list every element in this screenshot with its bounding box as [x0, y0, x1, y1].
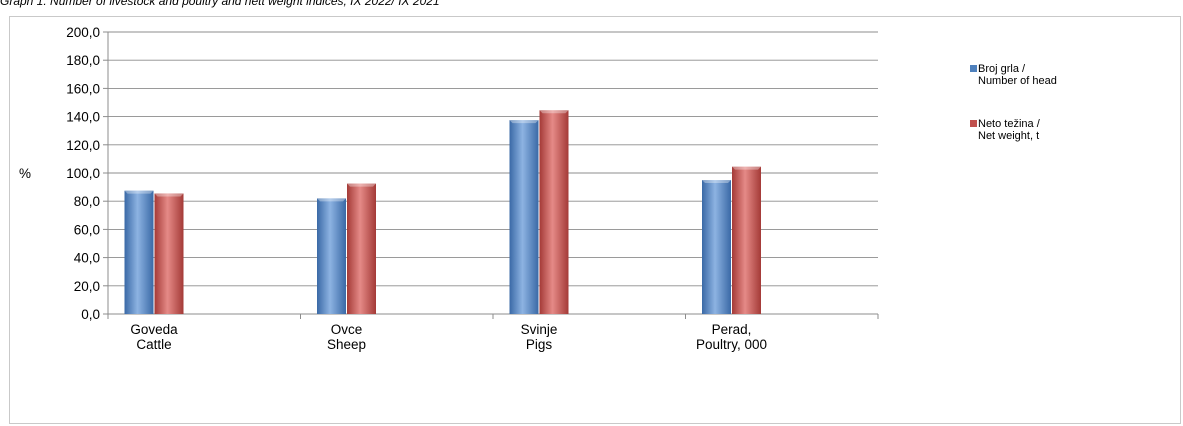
bar-bevel — [702, 180, 731, 184]
axes — [103, 31, 879, 319]
x-category-label: Ovce Sheep — [327, 322, 366, 352]
bar — [124, 190, 154, 314]
bar-bevel — [317, 198, 346, 202]
bar-body — [154, 193, 184, 314]
y-tick-label: 160,0 — [66, 81, 100, 96]
axis-labels: 0,0 20,0 40,0 60,0 80,0 100,0 120,0 140,0 160,0 1… — [19, 25, 767, 352]
bar-bevel — [732, 166, 761, 170]
x-category-label: Goveda Cattle — [130, 322, 178, 352]
y-tick-label: 100,0 — [66, 166, 100, 181]
bar — [732, 166, 761, 314]
legend-swatch — [970, 65, 977, 72]
y-tick-label: 40,0 — [74, 251, 100, 266]
legend-swatch — [970, 120, 977, 127]
bar-body — [509, 120, 539, 314]
legend-item: Neto težina / Net weight, t — [970, 118, 1041, 142]
bar — [347, 183, 376, 314]
y-axis-label: % — [19, 166, 31, 181]
y-tick-label: 120,0 — [66, 138, 100, 153]
legend-item: Broj grla / Number of head — [970, 63, 1057, 87]
bar-bevel — [347, 183, 376, 187]
chart-caption: Graph 1. Number of livestock and poultry… — [0, 0, 440, 8]
bar-bevel — [539, 110, 569, 114]
bar-bevel — [509, 120, 539, 124]
y-tick-label: 20,0 — [74, 279, 100, 294]
bar-body — [347, 183, 376, 314]
y-tick-label: 140,0 — [66, 110, 100, 125]
y-tick-label: 80,0 — [74, 194, 100, 209]
y-tick-label: 180,0 — [66, 53, 100, 68]
legend-label: Neto težina / Net weight, t — [978, 118, 1041, 142]
bar-body — [124, 190, 154, 314]
bar-body — [732, 166, 761, 314]
y-tick-label: 0,0 — [81, 307, 100, 322]
bar — [509, 120, 539, 314]
bar — [317, 198, 346, 314]
y-tick-label: 60,0 — [74, 222, 100, 237]
y-tick-label: 200,0 — [66, 25, 100, 40]
bar-body — [702, 180, 731, 314]
bar — [539, 110, 569, 314]
chart-frame — [9, 16, 1181, 424]
bars — [124, 110, 761, 314]
legend-label: Broj grla / Number of head — [978, 63, 1057, 87]
bar-bevel — [154, 193, 184, 197]
bar — [154, 193, 184, 314]
x-category-label: Svinje Pigs — [521, 322, 558, 352]
legend: Broj grla / Number of head Neto težina / Ne… — [970, 63, 1057, 142]
bar — [702, 180, 731, 314]
bar-body — [317, 198, 346, 314]
gridlines — [108, 31, 878, 287]
bar-body — [539, 110, 569, 314]
x-category-label: Perad, Poultry, 000 — [696, 322, 767, 352]
bar-bevel — [124, 190, 154, 194]
